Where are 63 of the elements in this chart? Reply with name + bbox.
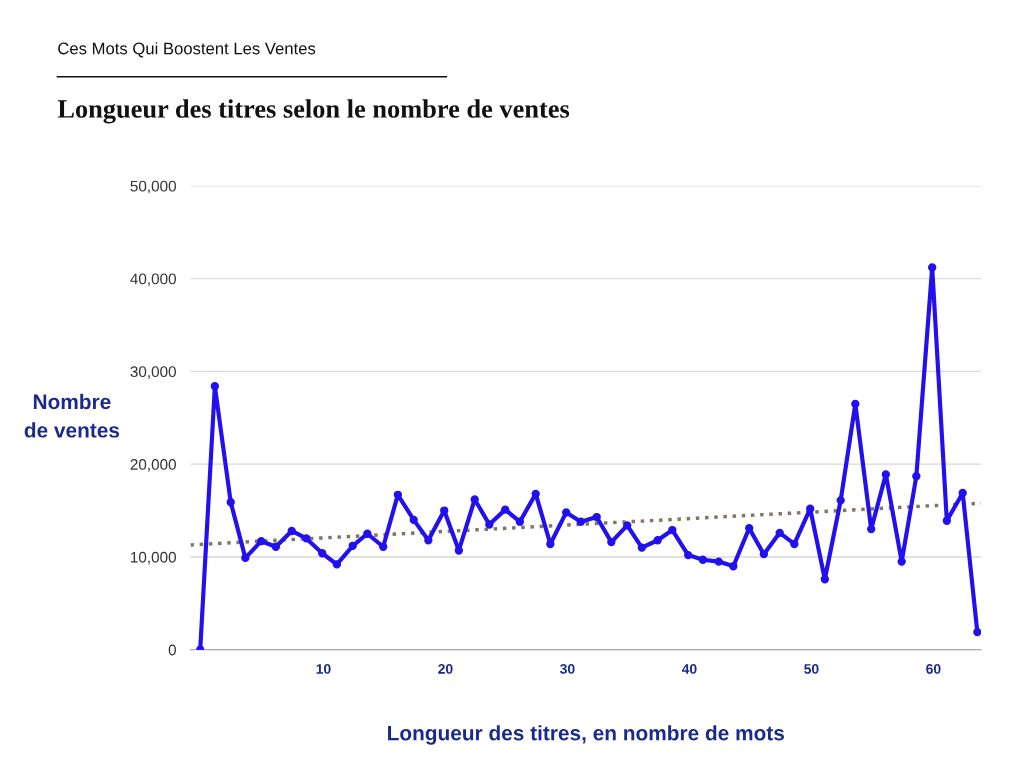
chart-title: Longueur des titres selon le nombre de ventes xyxy=(57,99,570,124)
point xyxy=(623,521,632,530)
point xyxy=(226,498,235,507)
x-tick-label: 40 xyxy=(681,663,697,674)
point xyxy=(257,537,266,546)
point xyxy=(348,541,357,550)
y-axis-title: Nombre de ventes xyxy=(24,393,120,438)
point xyxy=(332,560,342,569)
point xyxy=(607,537,616,547)
point xyxy=(637,543,647,552)
point xyxy=(271,542,281,551)
point xyxy=(379,542,388,551)
point xyxy=(302,534,311,543)
point xyxy=(363,529,372,538)
x-tick-label: 20 xyxy=(438,663,453,674)
x-axis-title: Longueur des titres, en nombre de mots xyxy=(388,725,784,745)
point xyxy=(485,520,494,529)
y-tick-label: 30,000 xyxy=(130,366,176,379)
x-tick-label: 60 xyxy=(926,663,941,674)
point xyxy=(684,550,693,560)
point xyxy=(851,399,860,409)
point xyxy=(928,263,937,272)
point xyxy=(501,505,510,514)
point xyxy=(942,516,952,525)
point xyxy=(775,528,784,537)
point xyxy=(409,515,418,525)
point xyxy=(714,557,723,566)
point xyxy=(806,504,815,513)
point xyxy=(653,536,662,545)
point xyxy=(515,517,525,526)
point xyxy=(698,555,708,564)
point xyxy=(546,539,555,549)
point xyxy=(912,472,921,481)
x-tick-label: 10 xyxy=(316,663,331,674)
point xyxy=(897,557,906,566)
point xyxy=(440,506,449,515)
y-tick-label: 0 xyxy=(168,644,176,656)
point xyxy=(729,562,738,571)
x-tick-label: 50 xyxy=(804,663,819,674)
point xyxy=(210,382,220,391)
y-tick-label: 10,000 xyxy=(131,551,176,565)
chart-subtitle: Ces Mots Qui Boostent Les Ventes xyxy=(58,42,316,58)
point xyxy=(790,539,799,549)
point xyxy=(958,488,967,498)
point xyxy=(881,470,891,479)
point xyxy=(836,496,845,505)
y-tick-label: 50,000 xyxy=(130,180,176,194)
point xyxy=(318,549,327,558)
point xyxy=(241,553,250,563)
point xyxy=(562,508,571,517)
point xyxy=(668,525,677,535)
point xyxy=(592,512,601,522)
point xyxy=(287,526,296,536)
point xyxy=(820,575,830,584)
point xyxy=(576,517,586,526)
y-tick-label: 20,000 xyxy=(130,459,176,472)
point xyxy=(393,490,403,499)
point xyxy=(454,546,464,555)
point xyxy=(867,524,876,534)
point xyxy=(470,495,479,504)
y-tick-label: 40,000 xyxy=(130,273,176,287)
point xyxy=(973,627,981,637)
x-tick-label: 30 xyxy=(560,663,575,674)
